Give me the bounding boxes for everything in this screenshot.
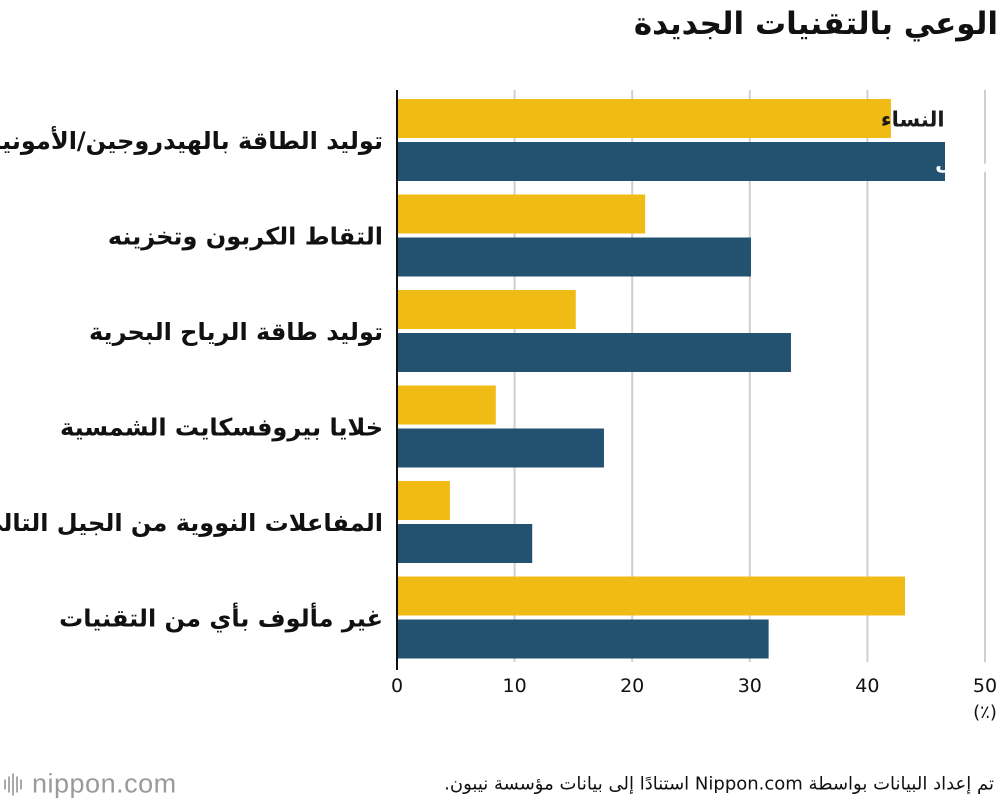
x-tick-label: 30 [738, 675, 762, 697]
nippon-logo: nippon.com [4, 769, 177, 800]
bar-women [397, 290, 576, 329]
logo-text: nippon.com [32, 768, 177, 799]
bar-men [397, 237, 751, 277]
category-label: خلايا بيروفسكايت الشمسية [60, 414, 383, 442]
bar-men [397, 142, 946, 181]
x-axis-unit: (٪) [973, 702, 997, 723]
chart-title: الوعي بالتقنيات الجديدة [633, 6, 998, 42]
bar-chart: النساء الرجال توليد الطاقة بالهيدروجين/ال… [0, 90, 1000, 723]
bar-women [397, 385, 496, 425]
category-label: توليد الطاقة بالهيدروجين/الأمونيا [0, 126, 383, 155]
logo-mark-icon [4, 773, 22, 795]
category-label: غير مألوف بأي من التقنيات [59, 603, 383, 633]
bar-women [397, 481, 450, 520]
category-labels: توليد الطاقة بالهيدروجين/الأمونيا التقاط … [0, 126, 383, 633]
legend-label-men: الرجال [935, 151, 1000, 175]
x-tick-label: 20 [620, 675, 644, 697]
bar-men [397, 619, 769, 659]
x-tick-label: 50 [973, 675, 997, 697]
x-axis-ticks: 0 10 20 30 40 50 [391, 675, 997, 697]
x-tick-label: 0 [391, 675, 403, 697]
gridlines [513, 90, 986, 662]
bar-women [397, 99, 891, 138]
bar-men [397, 333, 791, 372]
bar-men [397, 524, 533, 563]
legend-label-women: النساء [881, 108, 945, 132]
category-label: التقاط الكربون وتخزينه [108, 223, 383, 251]
category-label: توليد طاقة الرياح البحرية [89, 318, 383, 346]
category-label: المفاعلات النووية من الجيل التالي [0, 509, 383, 537]
x-tick-label: 40 [855, 675, 879, 697]
x-tick-label: 10 [503, 675, 527, 697]
bar-women [397, 194, 646, 234]
bars: النساء الرجال [397, 99, 1000, 659]
bar-men [397, 428, 604, 468]
source-note: تم إعداد البيانات بواسطة Nippon.com استن… [444, 773, 994, 795]
bar-women [397, 576, 906, 616]
